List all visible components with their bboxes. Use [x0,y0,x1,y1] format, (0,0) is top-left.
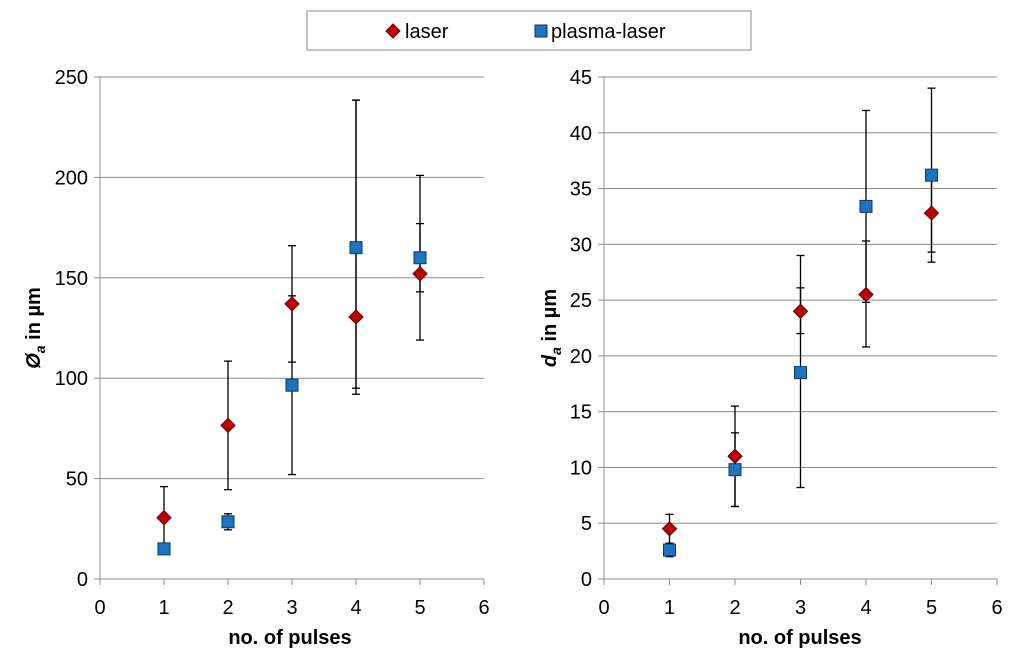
chart-left-plasma-laser-point [349,241,363,255]
chart-left-laser-point [348,309,364,325]
chart-left-plasma-laser-point [285,378,299,392]
chart-right-y-axis-unit: in µm [539,289,561,347]
legend-laser-marker [385,23,401,39]
chart-right-x-tick-label: 4 [860,597,871,619]
chart-right-laser-point [661,521,678,537]
chart-right-plasma-laser-point [728,463,742,477]
chart-right-x-tick-label: 6 [991,597,1002,619]
chart-right-y-axis-symbol: d [539,354,561,367]
chart-left-laser-point [156,510,172,526]
chart-left-y-tick-label: 0 [77,569,88,591]
chart-left-x-tick-label: 5 [414,597,425,619]
chart-left-laser-point [412,266,428,282]
legend-box [306,10,752,51]
chart-right-y-tick-label: 25 [570,290,592,312]
chart-left-y-tick-label: 200 [55,167,88,189]
chart-left-x-tick-label: 2 [222,597,233,619]
chart-right-x-ticks: 0 1 2 3 4 5 6 [598,597,1002,619]
chart-left-marks [156,99,428,556]
chart-right-laser-point [923,205,940,221]
chart-right-x-tick-label: 0 [598,597,609,619]
chart-left-x-ticks: 0 1 2 3 4 5 6 [94,597,489,619]
chart-right-axes [598,76,998,585]
chart-right-x-tick-label: 3 [795,597,806,619]
chart-right-laser-point [792,303,809,319]
chart-right-x-tick-label: 2 [729,597,740,619]
chart-left-y-ticks: 0 50 100 150 200 250 [55,67,88,591]
chart-right-y-ticks: 0 5 10 15 20 25 30 35 40 45 [570,67,592,591]
chart-right-plasma-laser-point [663,543,676,557]
chart-right-y-tick-label: 40 [570,123,592,145]
chart-right-y-tick-label: 15 [570,402,592,424]
chart-right-y-tick-label: 0 [581,569,592,591]
legend: laser plasma-laser [306,10,752,51]
chart-left-y-axis-symbol: Ø [23,352,45,369]
chart-left-x-tick-label: 3 [286,597,297,619]
chart-left-x-tick-label: 1 [158,597,169,619]
chart-left-y-axis-unit: in µm [23,287,45,345]
chart-left-y-tick-label: 150 [55,268,88,290]
chart-right-laser-point [858,286,874,303]
chart-right-y-tick-label: 5 [581,513,592,535]
chart-left-x-tick-label: 0 [94,597,105,619]
chart-right-plasma-laser-point [859,199,873,213]
chart-right-x-tick-label: 1 [664,597,675,619]
chart-right-y-tick-label: 35 [570,179,592,201]
chart-left-laser-point [284,296,300,312]
chart-left-plasma-laser-point [157,542,171,556]
chart-right-y-tick-label: 30 [570,234,592,256]
chart-right-marks [661,87,940,558]
chart-right-x-axis-title: no. of pulses [738,627,861,649]
chart-right-x-tick-label: 5 [926,597,937,619]
chart-left-y-tick-label: 100 [55,368,88,390]
chart-right-laser-point [727,448,743,464]
legend-plasma-laser-marker [534,24,548,38]
chart-left-laser-point [220,417,236,434]
chart-left-y-tick-label: 250 [55,67,88,89]
chart-left-y-tick-label: 50 [66,469,88,491]
chart-right-y-tick-label: 20 [570,346,592,368]
chart-left-y-axis-subscript: a [32,345,48,353]
chart-left-plasma-laser-point [413,251,427,265]
chart-left-axes [94,76,485,585]
chart-right-y-tick-label: 45 [570,67,592,89]
chart-right-y-axis-subscript: a [548,347,564,355]
chart-left: 0 50 100 150 200 250 0 1 2 3 4 5 6 no. of pulses Øa… [23,67,490,649]
chart-left-x-axis-title: no. of pulses [228,627,351,649]
chart-left-plasma-laser-point [221,515,235,529]
chart-left-x-tick-label: 4 [350,597,361,619]
chart-right-y-axis-title: da in µm [539,289,564,367]
chart-left-y-axis-title: Øa in µm [23,287,48,369]
legend-plasma-laser-label: plasma-laser [551,21,666,43]
chart-left-x-tick-label: 6 [478,597,489,619]
chart-right-plasma-laser-point [925,168,938,182]
chart-right-y-tick-label: 10 [570,457,592,479]
chart-right-plasma-laser-point [794,366,807,380]
legend-laser-label: laser [405,21,449,43]
